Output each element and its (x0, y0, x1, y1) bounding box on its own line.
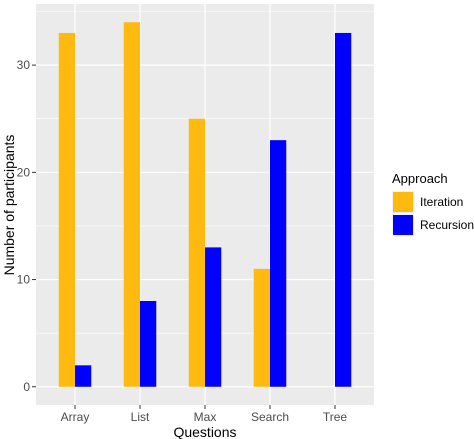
bar-recursion-tree (335, 32, 352, 387)
bar-iteration-max (188, 118, 205, 387)
x-axis-ticks: Array List Max Search Tree (61, 405, 348, 424)
legend-title: Approach (392, 171, 448, 186)
y-tick-label: 30 (17, 58, 31, 72)
bar-recursion-search (270, 140, 287, 387)
legend-label: Recursion (420, 218, 474, 232)
legend-label: Iteration (420, 195, 463, 209)
bar-recursion-array (75, 365, 92, 387)
y-tick-label: 20 (17, 165, 31, 179)
bar-recursion-max (205, 247, 222, 387)
bar-recursion-list (140, 300, 157, 387)
y-tick-label: 0 (23, 380, 30, 394)
legend-swatch (393, 192, 413, 212)
x-tick-label: Max (194, 410, 217, 424)
x-tick-label: List (131, 410, 150, 424)
bar-iteration-list (123, 22, 140, 387)
y-axis-title: Number of participants (1, 135, 17, 276)
y-tick-label: 10 (17, 273, 31, 287)
x-tick-label: Array (61, 410, 90, 424)
y-axis-ticks: 0 10 20 30 (17, 58, 36, 394)
bars (58, 22, 352, 387)
x-tick-label: Tree (323, 410, 348, 424)
legend-swatch (393, 215, 413, 235)
bar-iteration-search (253, 268, 270, 387)
bar-iteration-array (58, 32, 75, 387)
x-tick-label: Search (251, 410, 289, 424)
legend: Approach Iteration Recursion (392, 171, 474, 236)
x-axis-title: Questions (173, 424, 236, 439)
